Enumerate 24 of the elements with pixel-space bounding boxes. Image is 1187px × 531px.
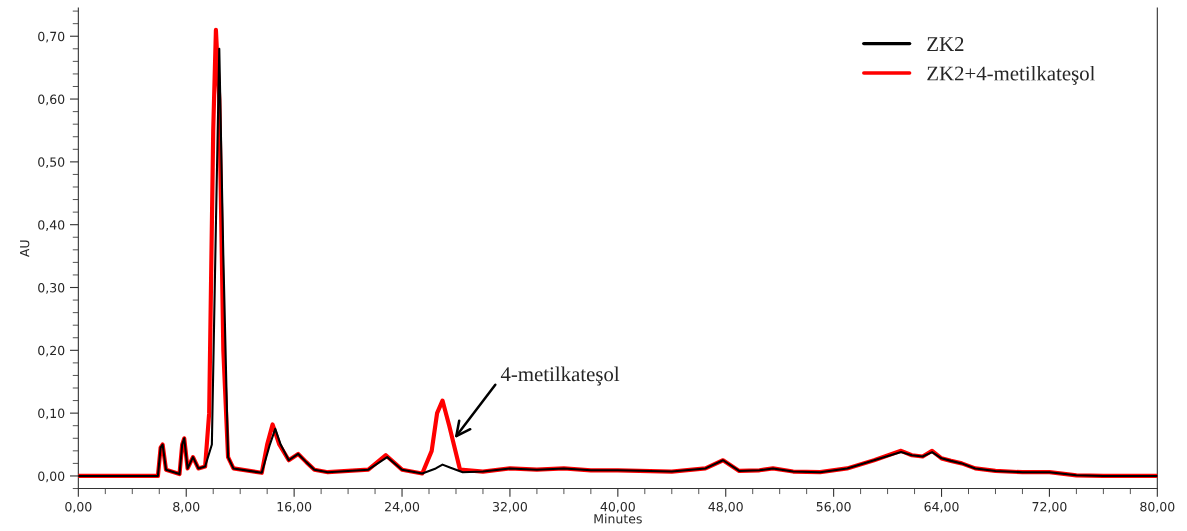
y-tick-label: 0,30 [38, 282, 65, 294]
x-tick-label: 48,00 [708, 501, 743, 513]
y-tick-label: 0,10 [38, 408, 65, 420]
x-tick-label: 8,00 [173, 501, 200, 513]
x-tick-label: 0,00 [65, 501, 92, 513]
x-tick-label: 80,00 [1140, 501, 1175, 513]
x-tick-label: 32,00 [493, 501, 527, 513]
y-tick-label: 0,20 [38, 345, 65, 357]
x-tick-label: 16,00 [277, 501, 312, 513]
y-tick-label: 0,70 [38, 31, 65, 43]
y-tick-label: 0,50 [38, 157, 65, 169]
x-tick-label: 24,00 [385, 501, 420, 513]
y-tick-label: 0,00 [38, 471, 65, 483]
legend-label: ZK2+4-metilkateşol [927, 65, 1095, 85]
x-tick-label: 40,00 [600, 501, 635, 513]
y-tick-label: 0,60 [38, 94, 65, 106]
y-tick-label: 0,40 [38, 220, 65, 231]
x-tick-label: 72,00 [1032, 501, 1067, 513]
x-axis-title: Minutes [594, 513, 642, 524]
x-tick-label: 56,00 [816, 501, 851, 513]
legend-label: ZK2 [927, 37, 964, 51]
annotation: 4-metilkateşol [500, 366, 620, 386]
x-tick-label: 64,00 [924, 501, 959, 513]
y-axis-title: AU [20, 240, 30, 257]
